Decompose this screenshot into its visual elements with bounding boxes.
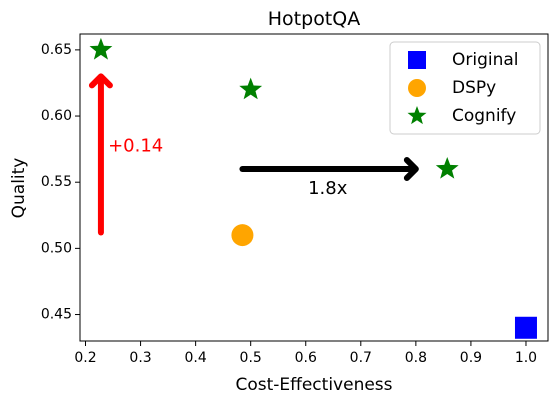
cognify-point-3 xyxy=(435,156,459,179)
x-tick-label: 0.4 xyxy=(184,350,206,366)
legend-label-cognify: Cognify xyxy=(452,106,516,126)
legend-label-original: Original xyxy=(452,50,519,70)
annotation-layer: +0.14 1.8x xyxy=(88,73,419,236)
chart-title: HotpotQA xyxy=(268,8,360,30)
cost-gain-arrow-head xyxy=(403,156,419,181)
cognify-point-1 xyxy=(89,37,113,60)
quality-gain-label: +0.14 xyxy=(108,135,163,156)
legend-marker-original xyxy=(408,51,426,69)
x-tick-label: 0.6 xyxy=(295,350,317,366)
cognify-point-2 xyxy=(239,77,263,100)
marks-layer xyxy=(89,37,537,339)
legend-label-dspy: DSPy xyxy=(452,78,496,98)
y-tick-label: 0.45 xyxy=(41,307,72,323)
x-tick-label: 1.0 xyxy=(515,350,537,366)
legend: Original DSPy Cognify xyxy=(389,41,541,135)
x-tick-label: 0.8 xyxy=(405,350,427,366)
y-axis-label: Quality xyxy=(9,158,29,219)
cost-gain-label: 1.8x xyxy=(308,178,348,199)
x-axis-label: Cost-Effectiveness xyxy=(235,375,392,395)
x-tick-label: 0.9 xyxy=(460,350,482,366)
dspy-point-1 xyxy=(231,224,254,247)
legend-marker-dspy xyxy=(408,79,426,97)
plot-frame xyxy=(79,33,549,342)
x-tick-label: 0.7 xyxy=(350,350,372,366)
y-tick-label: 0.50 xyxy=(41,240,72,256)
y-tick-label: 0.60 xyxy=(41,108,72,124)
y-tick-label: 0.55 xyxy=(41,174,72,190)
original-point-1 xyxy=(514,316,537,339)
legend-marker-cognify xyxy=(407,106,427,125)
quality-gain-arrow-head xyxy=(88,73,113,89)
x-tick-label: 0.2 xyxy=(74,350,96,366)
legend-box xyxy=(389,41,541,135)
axes-layer: 0.2 0.3 0.4 0.5 0.6 0.7 0.8 0.9 1.0 0.45 0.50 0.55 0… xyxy=(41,33,549,366)
x-tick-label: 0.3 xyxy=(129,350,151,366)
x-tick-label: 0.5 xyxy=(240,350,262,366)
y-tick-label: 0.65 xyxy=(41,42,72,58)
